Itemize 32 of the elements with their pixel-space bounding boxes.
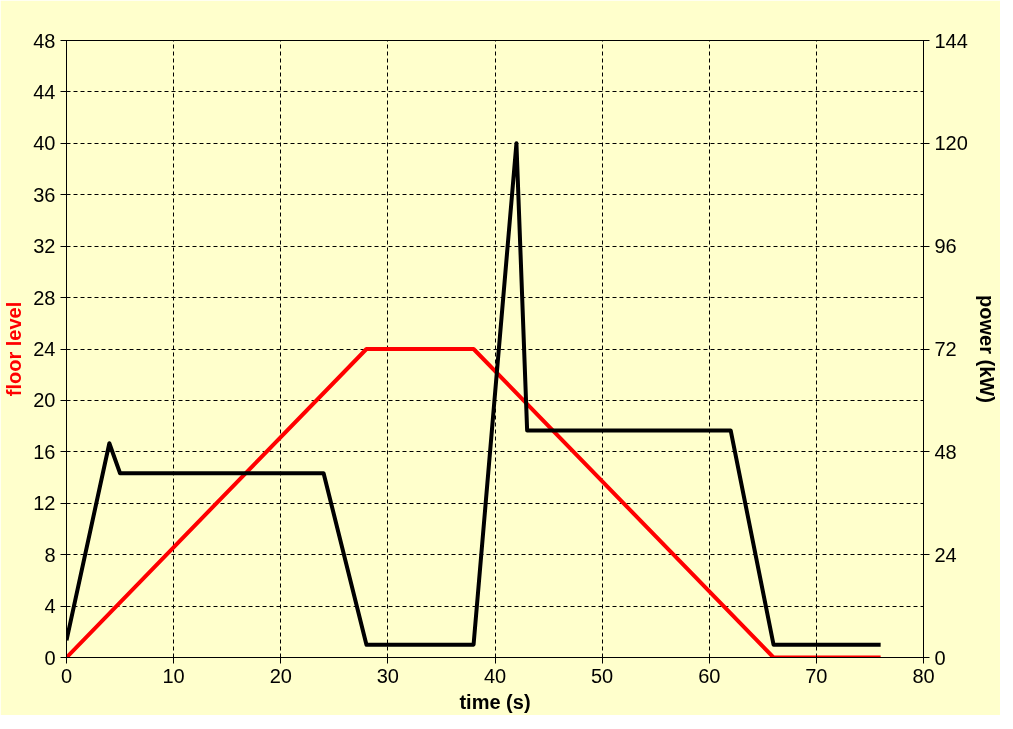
y-tick-label: 24 (33, 338, 56, 360)
y2-tick-label: 48 (934, 440, 957, 463)
y-tick-label: 48 (33, 29, 56, 52)
y-tick-label: 4 (44, 595, 56, 618)
x-tick-label: 30 (376, 664, 399, 687)
y-tick-label: 28 (33, 286, 56, 309)
y2-tick-label: 144 (934, 29, 968, 52)
y-tick-label: 20 (33, 389, 56, 412)
x-tick-label: 40 (483, 664, 507, 687)
x-tick-label: 20 (269, 664, 292, 687)
y-tick-label: 16 (33, 440, 56, 463)
y2-tick-label: 0 (934, 646, 946, 669)
x-axis-title: time (s) (459, 690, 531, 713)
y-tick-label: 12 (33, 492, 56, 515)
x-tick-label: 80 (912, 664, 935, 687)
y-axis-title: floor level (3, 301, 26, 397)
y2-tick-label: 120 (934, 132, 968, 155)
y-tick-label: 32 (33, 235, 56, 258)
y-tick-label: 36 (33, 183, 56, 206)
y2-tick-label: 24 (934, 543, 957, 566)
x-tick-label: 70 (805, 664, 828, 687)
y2-tick-label: 96 (934, 235, 957, 258)
x-tick-label: 10 (162, 664, 185, 687)
y2-axis-title: power (kW) (975, 295, 998, 403)
y-tick-label: 44 (33, 80, 56, 103)
x-tick-label: 0 (60, 664, 73, 687)
y2-tick-label: 72 (934, 338, 957, 360)
x-tick-label: 60 (698, 664, 721, 687)
y-tick-label: 40 (33, 132, 56, 155)
x-tick-label: 50 (591, 664, 614, 687)
y-tick-label: 0 (44, 646, 56, 669)
y-tick-label: 8 (44, 543, 56, 566)
